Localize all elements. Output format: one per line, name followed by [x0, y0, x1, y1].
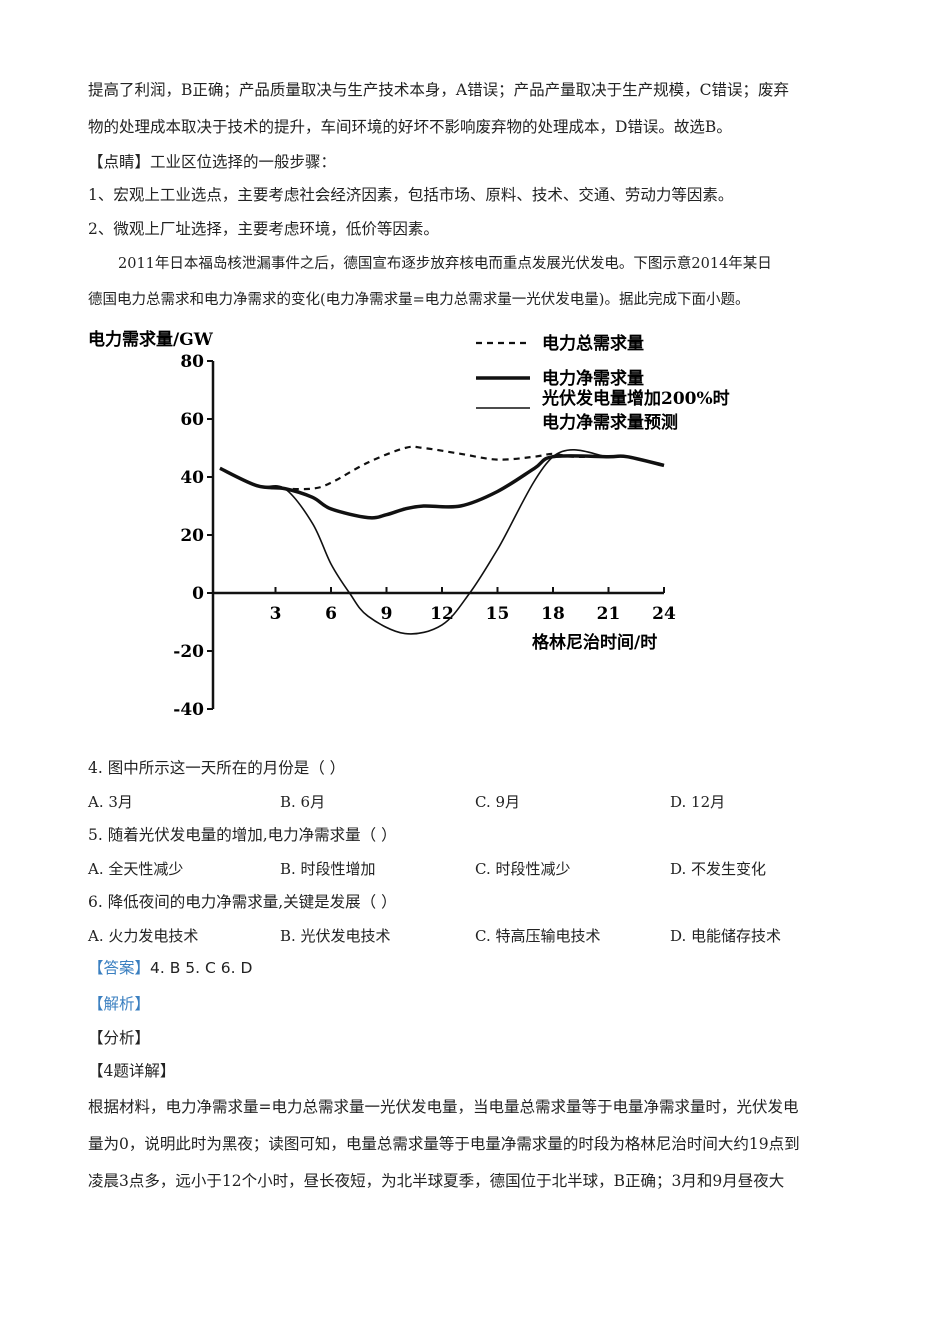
question-option: B. 光伏发电技术 — [280, 927, 391, 945]
question-stem: 4. 图中所示这一天所在的月份是（ ） — [88, 759, 346, 777]
x-tick-label: 18 — [541, 604, 565, 624]
material-line: 德国电力总需求和电力净需求的变化(电力净需求量=电力总需求量一光伏发电量)。据此… — [88, 292, 750, 308]
paragraph-line: 物的处理成本取决于技术的提升，车间环境的好坏不影响废弃物的处理成本，D错误。故选… — [88, 118, 732, 136]
question-option: C. 9月 — [475, 793, 521, 811]
x-tick-label: 24 — [652, 604, 676, 624]
material-line: 2011年日本福岛核泄漏事件之后，德国宣布逐步放弃核电而重点发展光伏发电。下图示… — [118, 256, 772, 272]
legend-label: 电力总需求量 — [542, 333, 644, 354]
fenxi-label: 【分析】 — [88, 1029, 151, 1047]
question-option: C. 时段性减少 — [475, 860, 571, 878]
y-tick-label: 0 — [192, 584, 204, 604]
y-tick-label: 60 — [180, 410, 204, 430]
question-option: B. 6月 — [280, 793, 326, 811]
y-tick-label: 80 — [180, 352, 204, 372]
y-tick-label: 40 — [180, 468, 204, 488]
detail-line: 凌晨3点多，远小于12个小时，昼长夜短，为北半球夏季，德国位于北半球，B正确；3… — [88, 1172, 785, 1190]
x-tick-label: 6 — [325, 604, 337, 624]
series-line-dashed — [219, 445, 665, 491]
series-line-thin — [219, 449, 665, 635]
y-tick-label: 20 — [180, 526, 204, 546]
series-line-thick — [219, 454, 665, 520]
y-axis-label: 电力需求量/GW — [88, 329, 214, 350]
question-stem: 6. 降低夜间的电力净需求量,关键是发展（ ） — [88, 893, 397, 911]
x-tick-label: 15 — [486, 604, 510, 624]
answer-label: 【答案】 — [88, 959, 151, 977]
detail-line: 根据材料，电力净需求量=电力总需求量一光伏发电量，当电量总需求量等于电量净需求量… — [88, 1098, 799, 1116]
detail-label: 【4题详解】 — [88, 1062, 176, 1080]
question-option: A. 3月 — [88, 793, 133, 811]
analysis-label: 【解析】 — [88, 995, 151, 1013]
paragraph-line: 2、微观上厂址选择，主要考虑环境，低价等因素。 — [88, 220, 439, 238]
detail-line: 量为0，说明此时为黑夜；读图可知，电量总需求量等于电量净需求量的时段为格林尼治时… — [88, 1135, 800, 1153]
x-tick-label: 3 — [270, 604, 282, 624]
paragraph-line: 提高了利润，B正确；产品质量取决与生产技术本身，A错误；产品产量取决于生产规模，… — [88, 81, 789, 99]
legend-label: 电力净需求量 — [542, 368, 644, 389]
answer-line: 【答案】4. B 5. C 6. D — [88, 958, 252, 978]
question-option: A. 全天性减少 — [88, 860, 184, 878]
x-tick-label: 21 — [597, 604, 621, 624]
y-tick-label: -20 — [173, 642, 204, 662]
question-option: A. 火力发电技术 — [88, 927, 199, 945]
question-option: D. 12月 — [670, 793, 726, 811]
question-option: B. 时段性增加 — [280, 860, 376, 878]
question-stem: 5. 随着光伏发电量的增加,电力净需求量（ ） — [88, 826, 397, 844]
demand-chart: 电力需求量/GW 格林尼治时间/时 80 60 40 20 0 -20 -40 3 6 9 12 15… — [88, 329, 730, 720]
x-tick-label: 12 — [430, 604, 454, 624]
tip-heading: 【点睛】工业区位选择的一般步骤： — [88, 153, 337, 171]
question-option: C. 特高压输电技术 — [475, 927, 601, 945]
paragraph-line: 1、宏观上工业选点，主要考虑社会经济因素，包括市场、原料、技术、交通、劳动力等因… — [88, 186, 734, 204]
y-tick-label: -40 — [173, 700, 204, 720]
question-option: D. 不发生变化 — [670, 860, 767, 878]
x-tick-label: 9 — [381, 604, 393, 624]
answer-text: 4. B 5. C 6. D — [150, 959, 253, 977]
question-option: D. 电能储存技术 — [670, 927, 782, 945]
legend-label: 光伏发电量增加200%时 — [541, 388, 730, 409]
legend-label: 电力净需求量预测 — [542, 412, 678, 433]
x-axis-label: 格林尼治时间/时 — [532, 632, 657, 653]
